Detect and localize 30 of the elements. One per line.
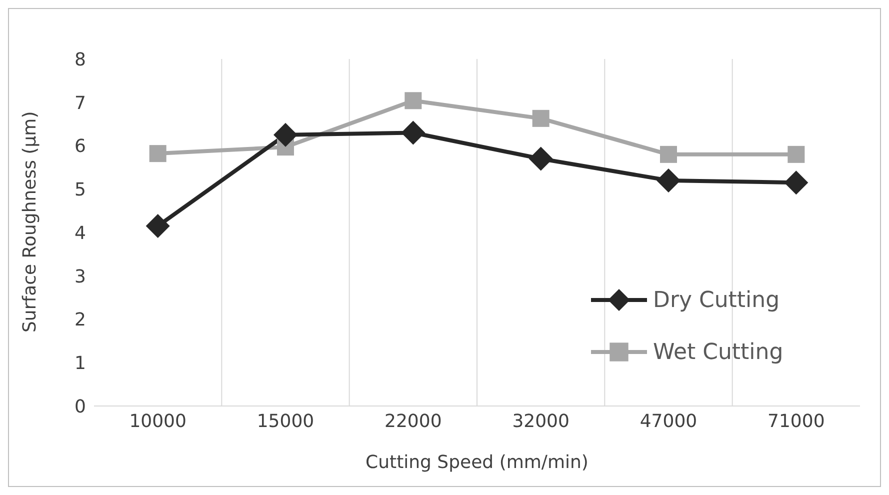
y-tick-label: 5: [74, 180, 86, 201]
x-axis-title: Cutting Speed (mm/min): [366, 452, 588, 473]
y-tick-label: 1: [74, 353, 86, 374]
point: [404, 92, 422, 110]
y-tick-label: 7: [74, 92, 86, 114]
point: [528, 146, 553, 171]
point: [532, 110, 550, 127]
point: [788, 146, 805, 163]
y-tick-label: 8: [74, 49, 86, 70]
legend-label: Dry Cutting: [653, 288, 780, 312]
x-tick-label: 22000: [384, 410, 442, 432]
point: [784, 170, 808, 195]
x-tick-label: 71000: [768, 410, 825, 432]
point: [401, 120, 426, 145]
point: [274, 122, 298, 147]
x-tick-label: 32000: [512, 410, 570, 432]
point: [146, 214, 170, 238]
x-tick-label: 10000: [129, 410, 186, 432]
y-tick-label: 0: [74, 396, 86, 418]
y-tick-label: 4: [74, 222, 86, 244]
x-tick-label: 15000: [256, 410, 314, 432]
legend-label: Wet Cutting: [653, 340, 784, 364]
y-axis-title: Surface Roughness (µm): [19, 111, 40, 332]
point: [656, 168, 680, 192]
y-tick-label: 2: [74, 310, 86, 331]
y-tick-label: 3: [74, 266, 86, 288]
x-tick-label: 47000: [640, 410, 698, 432]
y-tick-label: 6: [74, 136, 86, 158]
point: [149, 145, 166, 162]
point: [660, 146, 677, 163]
